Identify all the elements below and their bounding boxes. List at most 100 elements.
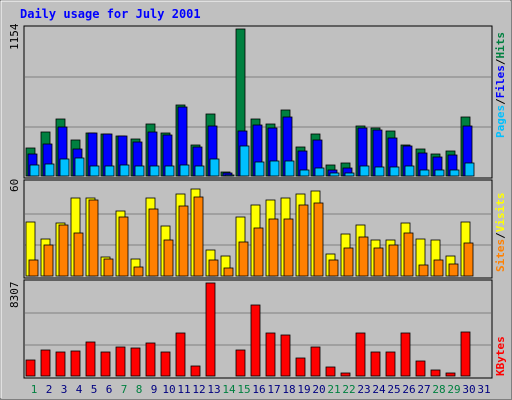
x-tick-label-day-23: 23 [357, 383, 370, 396]
bar-kbytes-day-2 [40, 349, 51, 377]
bar-pages-day-2 [44, 163, 55, 177]
bar-kbytes-day-22 [340, 372, 351, 377]
bar-sites-day-4 [73, 232, 84, 277]
bar-sites-day-14 [223, 267, 234, 277]
bar-pages-day-18 [284, 160, 295, 177]
x-tick-label-day-11: 11 [177, 383, 190, 396]
day-labels: 1 2 3 4 5 6 7 8 9 10 11 12 13 14 15 16 17 18 19 20 21 22 23 24 2… [31, 383, 491, 396]
bar-kbytes-day-30 [460, 331, 471, 377]
visits-ymax-label: 60 [8, 179, 21, 192]
bar-sites-day-9 [148, 208, 159, 277]
bar-kbytes-day-3 [55, 351, 66, 377]
bar-kbytes-day-23 [355, 332, 366, 377]
bar-sites-day-7 [118, 216, 129, 277]
x-tick-label-day-20: 20 [312, 383, 325, 396]
bar-kbytes-day-9 [145, 342, 156, 377]
bar-kbytes-day-13 [205, 282, 216, 377]
x-tick-label-day-30: 30 [462, 383, 475, 396]
x-tick-label-day-13: 13 [207, 383, 220, 396]
bar-kbytes-day-18 [280, 334, 291, 377]
legend-visits: Visits [494, 193, 507, 233]
chart-title: Daily usage for July 2001 [20, 7, 201, 21]
bar-pages-day-15 [239, 145, 250, 177]
bar-pages-day-21 [329, 172, 340, 177]
legend-sep-1: / [494, 98, 507, 105]
bar-pages-day-16 [254, 161, 265, 177]
bar-sites-day-20 [313, 202, 324, 277]
bar-sites-day-10 [163, 239, 174, 277]
x-tick-label-day-6: 6 [106, 383, 113, 396]
bar-sites-day-27 [418, 264, 429, 277]
bar-sites-day-1 [28, 259, 39, 277]
bar-kbytes-day-25 [385, 351, 396, 377]
bar-sites-day-5 [88, 199, 99, 277]
bar-pages-day-22 [344, 172, 355, 177]
bar-sites-day-16 [253, 227, 264, 277]
bar-kbytes-day-21 [325, 366, 336, 377]
bar-sites-day-6 [103, 258, 114, 277]
bar-pages-day-13 [209, 158, 220, 177]
bar-sites-day-17 [268, 218, 279, 277]
bar-sites-day-2 [43, 244, 54, 277]
bar-pages-day-28 [434, 169, 445, 177]
bar-kbytes-day-26 [400, 332, 411, 377]
x-tick-label-day-24: 24 [372, 383, 386, 396]
bar-pages-day-1 [29, 164, 40, 177]
legend-files: Files [494, 65, 507, 98]
bar-pages-day-3 [59, 158, 70, 177]
bar-kbytes-day-10 [160, 351, 171, 377]
bar-pages-day-19 [299, 169, 310, 177]
bar-sites-day-26 [403, 232, 414, 277]
bar-kbytes-day-4 [70, 350, 81, 377]
bar-kbytes-day-8 [130, 347, 141, 377]
bar-pages-day-24 [374, 166, 385, 177]
x-tick-label-day-4: 4 [76, 383, 83, 396]
bar-sites-day-3 [58, 224, 69, 277]
bar-pages-day-10 [164, 165, 175, 177]
bar-pages-day-8 [134, 165, 145, 177]
x-tick-label-day-9: 9 [151, 383, 158, 396]
bar-pages-day-9 [149, 165, 160, 177]
x-tick-label-day-14: 14 [222, 383, 236, 396]
x-tick-label-day-3: 3 [61, 383, 68, 396]
legend-sites: Sites [494, 239, 507, 272]
bar-kbytes-day-11 [175, 332, 186, 377]
bar-sites-day-21 [328, 259, 339, 277]
x-tick-label-day-18: 18 [282, 383, 295, 396]
bar-pages-day-7 [119, 164, 130, 177]
x-tick-label-day-28: 28 [432, 383, 445, 396]
bar-sites-day-24 [373, 247, 384, 277]
x-tick-label-day-8: 8 [136, 383, 143, 396]
bar-pages-day-20 [314, 167, 325, 177]
bar-kbytes-day-20 [310, 346, 321, 377]
bar-pages-day-29 [449, 169, 460, 177]
bar-pages-day-17 [269, 160, 280, 177]
x-tick-label-day-26: 26 [402, 383, 415, 396]
x-tick-label-day-7: 7 [121, 383, 128, 396]
x-tick-label-day-27: 27 [417, 383, 430, 396]
bar-sites-day-19 [298, 204, 309, 277]
legend-kbytes: KBytes [494, 336, 507, 376]
bar-kbytes-day-12 [190, 365, 201, 377]
bar-sites-day-13 [208, 259, 219, 277]
bar-pages-day-4 [74, 157, 85, 177]
bar-sites-day-8 [133, 266, 144, 277]
bar-kbytes-day-28 [430, 369, 441, 377]
x-tick-label-day-22: 22 [342, 383, 355, 396]
x-tick-label-day-16: 16 [252, 383, 265, 396]
bar-sites-day-29 [448, 263, 459, 277]
bar-kbytes-day-29 [445, 372, 456, 377]
bar-sites-day-22 [343, 247, 354, 277]
bar-pages-day-23 [359, 165, 370, 177]
x-tick-label-day-31: 31 [477, 383, 490, 396]
bar-kbytes-day-1 [25, 359, 36, 377]
x-tick-label-day-17: 17 [267, 383, 280, 396]
bar-kbytes-day-16 [250, 304, 261, 377]
hits-legend: Pages/Files/Hits [494, 32, 507, 138]
bar-kbytes-day-24 [370, 351, 381, 377]
legend-sep-3: / [494, 232, 507, 239]
bar-sites-day-18 [283, 218, 294, 277]
bar-kbytes-day-5 [85, 341, 96, 377]
x-tick-label-day-25: 25 [387, 383, 400, 396]
x-tick-label-day-10: 10 [162, 383, 175, 396]
